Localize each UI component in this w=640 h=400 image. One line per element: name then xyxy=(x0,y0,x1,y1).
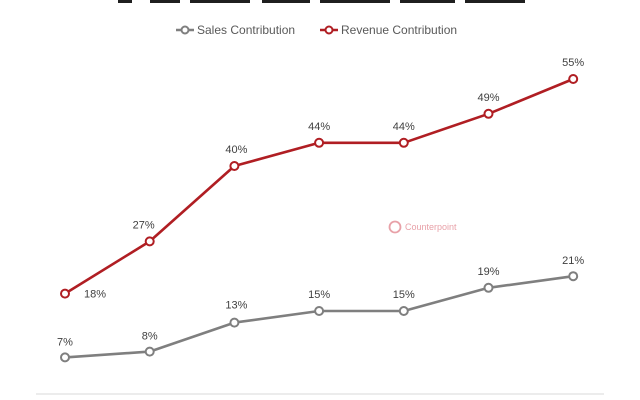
data-point-sales xyxy=(314,306,325,316)
legend-marker-revenue xyxy=(324,25,334,35)
data-label-revenue: 44% xyxy=(393,121,415,133)
data-label-sales: 8% xyxy=(142,331,158,343)
data-label-sales: 19% xyxy=(477,266,499,278)
data-label-revenue: 49% xyxy=(477,92,499,104)
legend-marker-sales xyxy=(180,25,190,35)
data-label-sales: 15% xyxy=(393,289,415,301)
legend-label-revenue: Revenue Contribution xyxy=(341,23,457,37)
data-point-sales xyxy=(568,271,579,282)
data-label-revenue: 18% xyxy=(84,289,106,301)
series-sales: 7% 8% 13% 15% 15% 19% 21% xyxy=(57,255,584,363)
legend-item-sales: Sales Contribution xyxy=(176,23,295,37)
legend-label-sales: Sales Contribution xyxy=(197,23,295,37)
data-point-sales xyxy=(60,352,70,363)
data-point-revenue xyxy=(568,74,579,84)
data-point-sales xyxy=(483,282,494,293)
series-layer: 7% 8% 13% 15% 15% 19% 21% 18% 27% 40% 44% 44% 49% 55% xyxy=(57,57,584,363)
data-label-sales: 7% xyxy=(57,336,73,348)
data-point-revenue xyxy=(144,236,155,247)
data-point-revenue xyxy=(229,161,240,171)
data-label-revenue: 55% xyxy=(562,57,584,69)
legend-item-revenue: Revenue Contribution xyxy=(320,23,457,37)
data-point-revenue xyxy=(60,288,70,299)
data-label-revenue: 27% xyxy=(133,219,155,231)
data-point-sales xyxy=(144,346,155,357)
chart-legend: Sales Contribution Revenue Contribution xyxy=(176,23,457,37)
watermark-text: Counterpoint xyxy=(405,222,457,232)
data-point-sales xyxy=(398,306,409,316)
counterpoint-watermark: Counterpoint xyxy=(388,220,457,234)
data-label-sales: 21% xyxy=(562,255,584,267)
data-label-sales: 15% xyxy=(308,289,330,301)
series-revenue: 18% 27% 40% 44% 44% 49% 55% xyxy=(60,57,584,301)
data-point-sales xyxy=(229,317,240,328)
data-label-revenue: 40% xyxy=(225,144,247,156)
data-point-revenue xyxy=(398,137,409,148)
data-point-revenue xyxy=(314,137,325,148)
data-label-revenue: 44% xyxy=(308,121,330,133)
data-label-sales: 13% xyxy=(225,300,247,312)
counterpoint-logo-icon xyxy=(388,220,402,234)
cropped-title-strip xyxy=(118,0,525,3)
series-line-revenue xyxy=(64,77,574,295)
data-point-revenue xyxy=(483,108,494,119)
